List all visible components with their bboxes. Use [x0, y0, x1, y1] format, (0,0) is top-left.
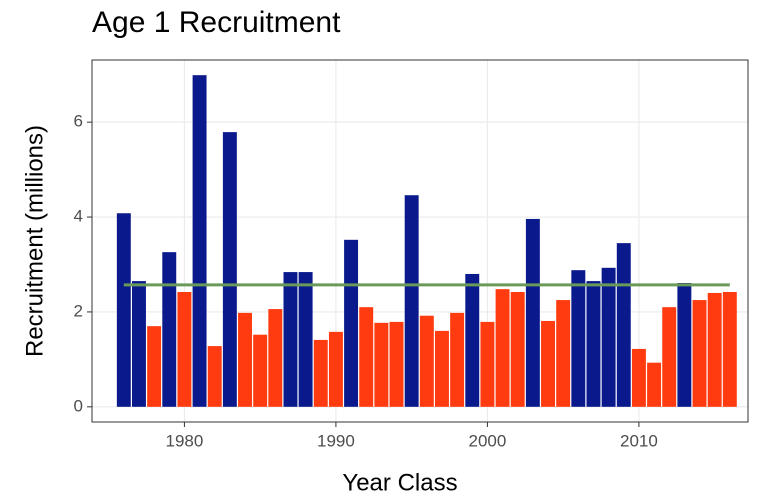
bar [601, 267, 616, 407]
x-tick-label: 2010 [620, 431, 658, 450]
bar [374, 322, 389, 407]
bar [328, 331, 343, 407]
y-tick-label: 4 [74, 207, 83, 226]
bar [647, 362, 662, 407]
bar [116, 213, 131, 407]
bar [434, 330, 449, 407]
y-axis-title: Recruitment (millions) [21, 125, 48, 357]
x-tick-label: 1990 [317, 431, 355, 450]
plot-border [91, 59, 749, 423]
bar [192, 75, 207, 407]
bar [238, 312, 252, 407]
bar [177, 292, 192, 407]
bar [207, 346, 222, 407]
bar [510, 292, 525, 407]
x-tick-label: 1980 [166, 431, 204, 450]
bar [389, 321, 404, 407]
bar [450, 312, 465, 407]
bar [616, 243, 631, 407]
bar [541, 320, 555, 407]
y-tick-label: 6 [74, 112, 83, 131]
x-axis-title: Year Class [342, 469, 457, 496]
bar [631, 348, 646, 407]
bar [344, 239, 359, 407]
bar [162, 252, 177, 407]
bar [692, 300, 707, 407]
bar [359, 307, 374, 407]
bar [556, 300, 571, 407]
bar [222, 132, 237, 407]
bar [419, 315, 434, 407]
bar [465, 273, 480, 407]
bar [480, 321, 495, 407]
bar [131, 281, 146, 407]
y-tick-label: 0 [74, 396, 83, 415]
bar [707, 292, 722, 407]
bar [404, 195, 419, 407]
bar [495, 289, 510, 407]
bar [722, 292, 737, 407]
bar [662, 307, 677, 407]
bar [147, 326, 162, 407]
bar [525, 218, 540, 407]
bar [586, 281, 601, 407]
chart-title: Age 1 Recruitment [92, 6, 341, 39]
bar [677, 282, 692, 407]
bar [313, 339, 328, 407]
bar [268, 309, 283, 407]
x-tick-label: 2000 [469, 431, 507, 450]
bar [253, 334, 268, 407]
bar [283, 272, 298, 407]
y-tick-label: 2 [74, 301, 83, 320]
bar [571, 270, 586, 407]
bar [298, 272, 313, 407]
